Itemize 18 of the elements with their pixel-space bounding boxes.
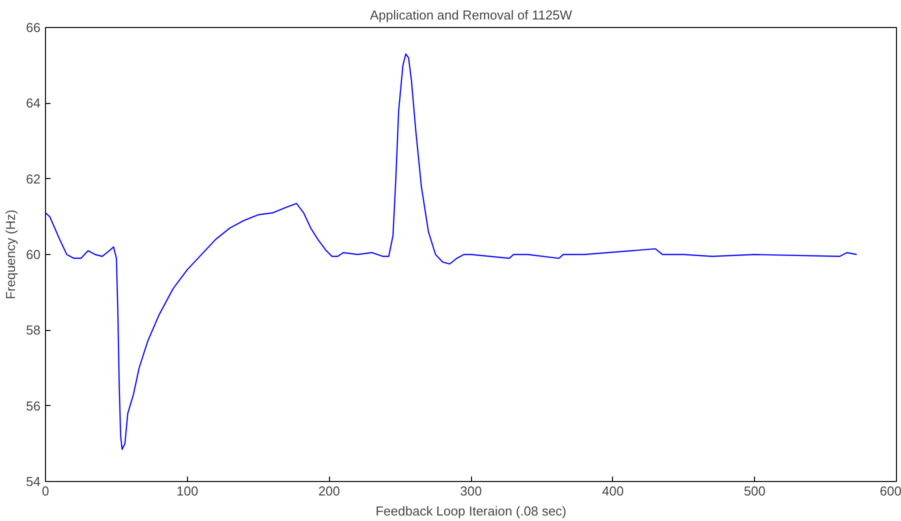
x-tick-label: 100 <box>176 484 198 498</box>
x-tick-label: 600 <box>880 484 901 498</box>
line-series <box>46 53 858 450</box>
y-tick-label: 60 <box>26 247 41 262</box>
chart-title: Application and Removal of 1125W <box>370 8 573 22</box>
y-tick-label: 54 <box>26 474 41 489</box>
x-tick-label: 300 <box>460 484 482 498</box>
y-tick-label: 62 <box>26 171 41 186</box>
y-tick-label: 64 <box>26 96 41 111</box>
y-tick-label: 56 <box>26 398 41 414</box>
y-tick-label: 66 <box>26 20 41 35</box>
x-tick-label: 500 <box>744 484 766 498</box>
x-tick-label: 400 <box>602 484 624 498</box>
x-tick-label: 200 <box>318 484 340 498</box>
y-axis-title: Frequency (Hz) <box>3 210 18 300</box>
x-axis-title: Feedback Loop Iteraion (.08 sec) <box>376 504 566 518</box>
y-tick-label: 58 <box>26 322 41 338</box>
x-tick-label: 0 <box>42 484 50 498</box>
